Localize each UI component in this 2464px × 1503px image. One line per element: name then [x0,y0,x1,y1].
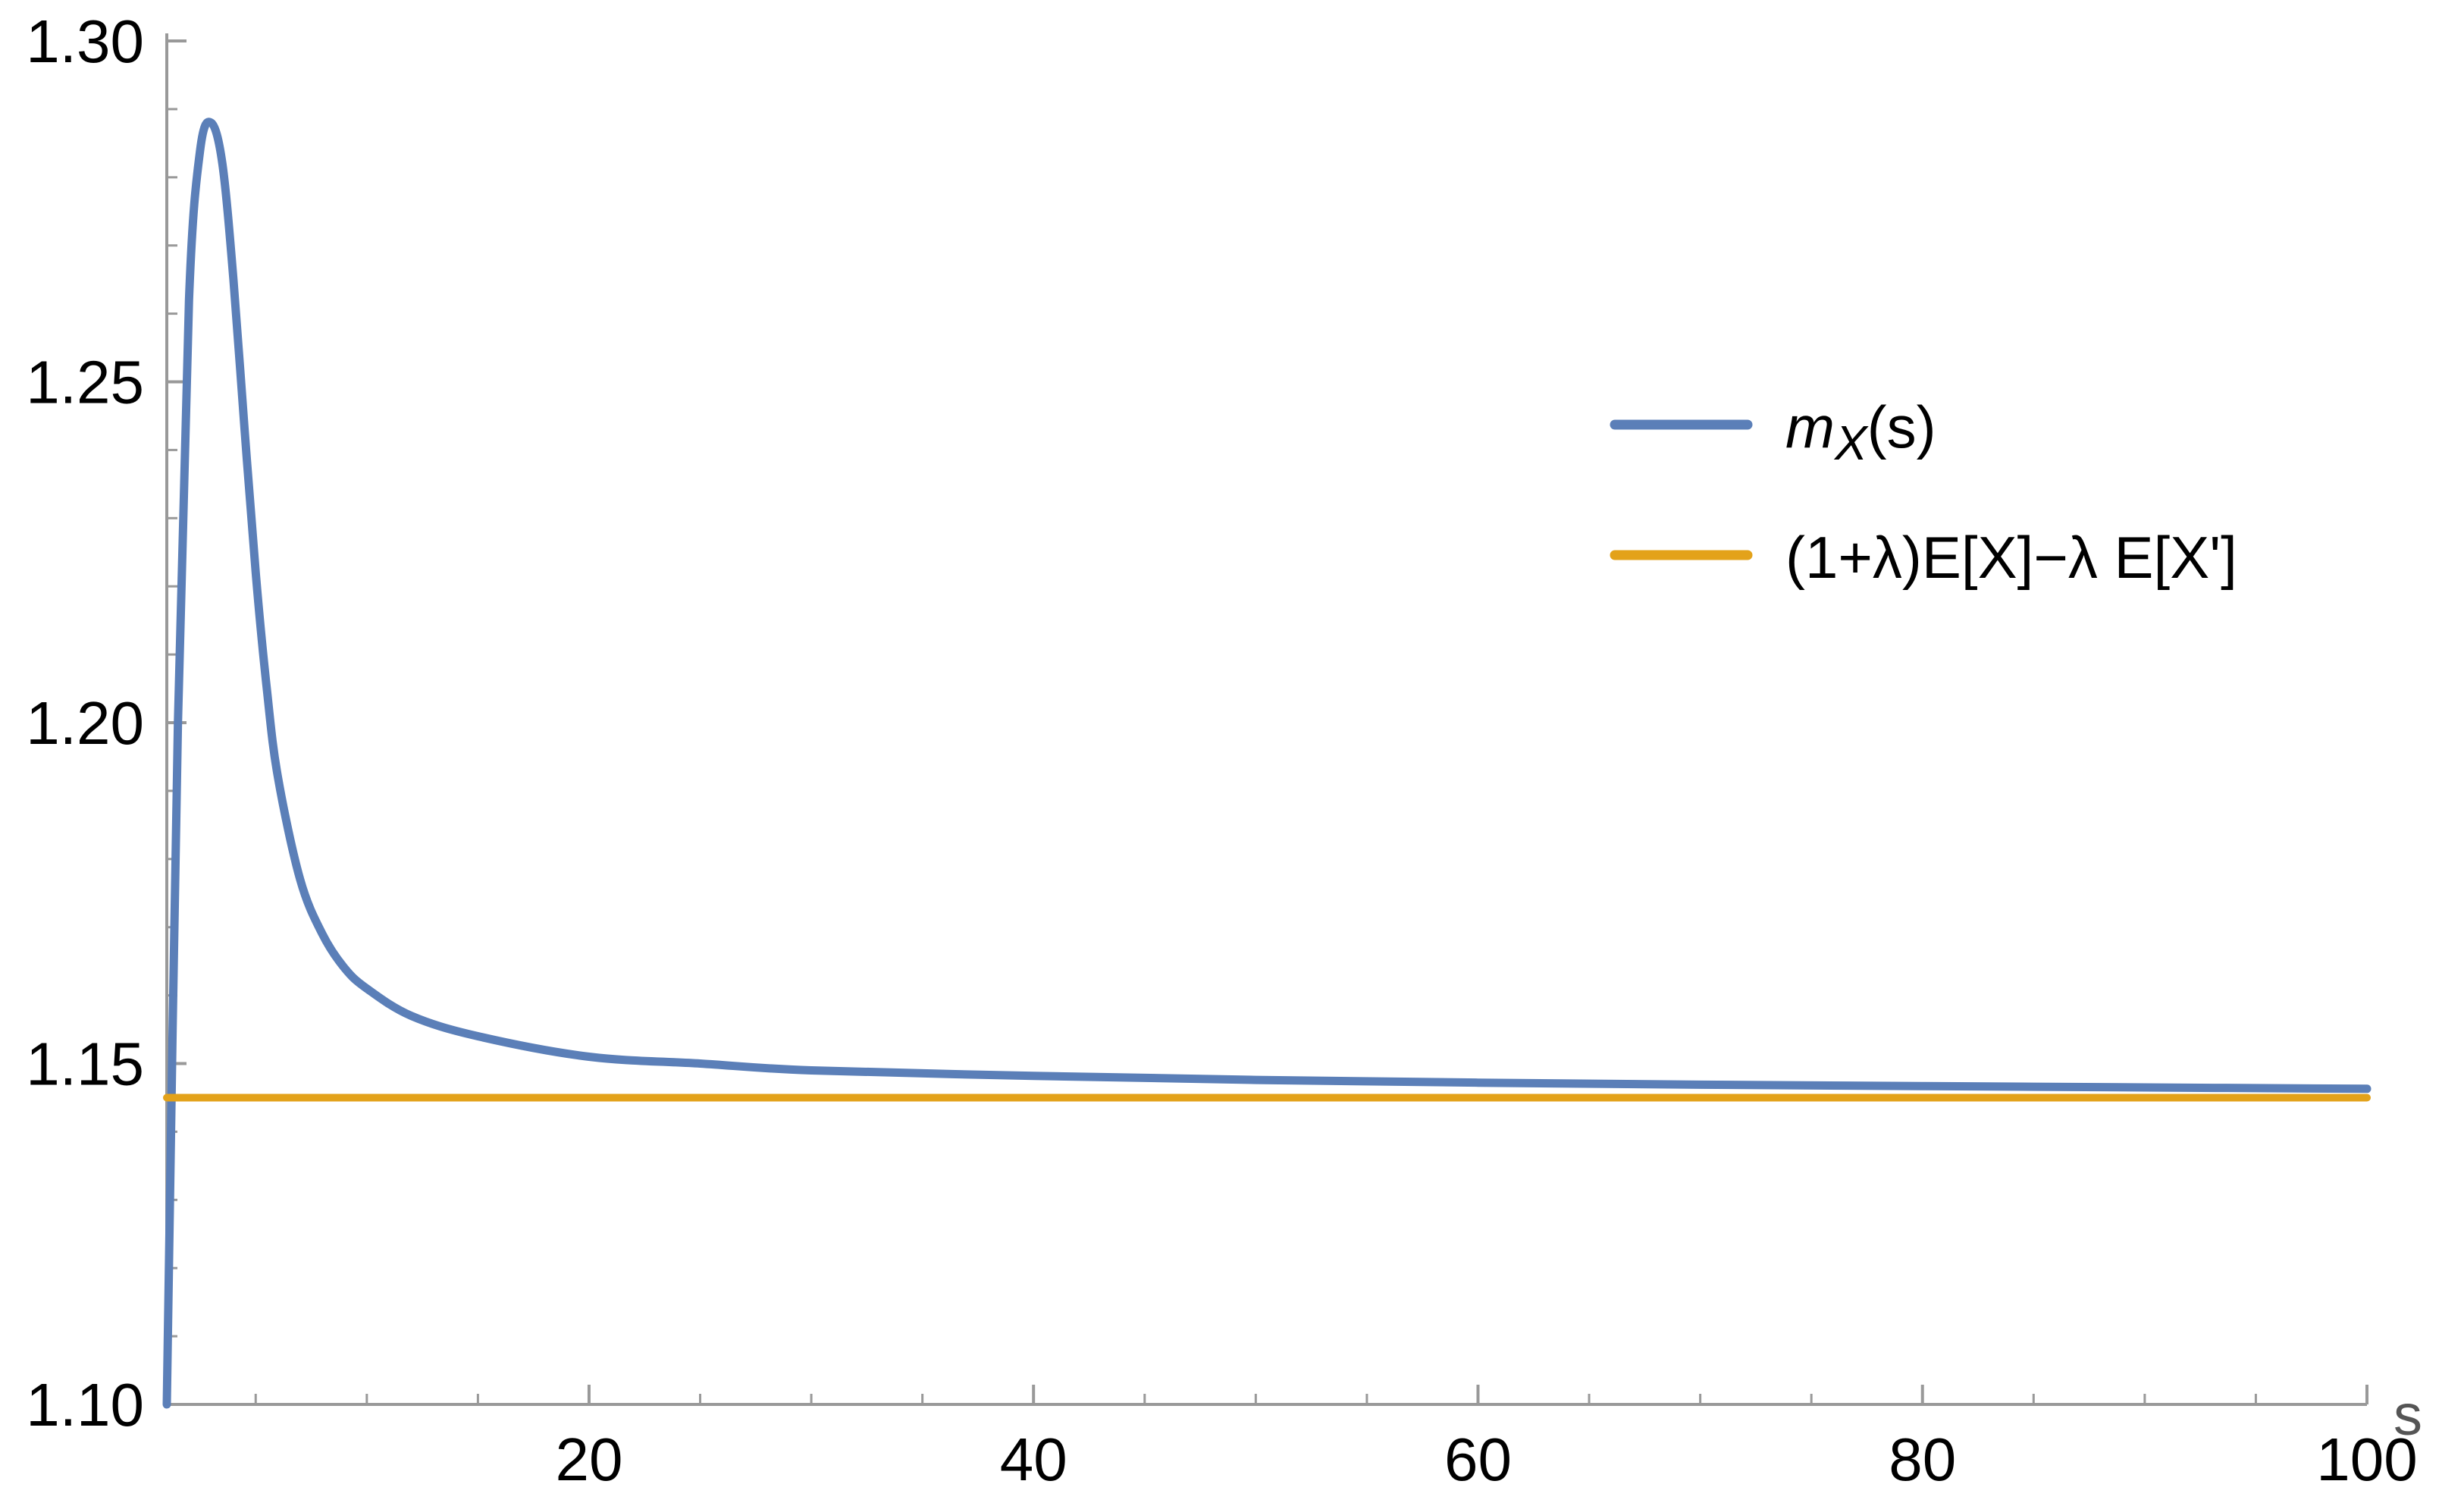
y-tick-label: 1.30 [26,8,144,75]
y-tick-label: 1.10 [26,1371,144,1439]
x-tick-label: 100 [2316,1426,2417,1493]
y-tick-label: 1.25 [26,349,144,416]
series-layer [162,118,2372,1409]
legend-series-1-subscript: X [1833,416,1869,470]
legend-label-series-2: (1+λ)E[X]−λ E[X'] [1785,524,2237,591]
x-tick-label: 20 [555,1426,622,1493]
legend-series-1-symbol: m [1785,394,1835,460]
legend: mX(s) (1+λ)E[X]−λ E[X'] [1610,394,2237,591]
x-tick-label: 80 [1889,1426,1956,1493]
y-tick-label: 1.15 [26,1031,144,1098]
legend-label-series-1: mX(s) [1785,394,1936,470]
series-line-1 [162,118,2372,1409]
x-tick-label: 60 [1444,1426,1512,1493]
legend-series-1-suffix: (s) [1867,394,1936,460]
y-axis-ticks: 1.10 1.15 1.20 1.25 1.30 [26,8,187,1439]
plot-area: 1.10 1.15 1.20 1.25 1.30 20 40 60 80 100 s [26,8,2422,1493]
y-tick-label: 1.20 [26,689,144,757]
x-axis-ticks: 20 40 60 80 100 [254,1385,2418,1493]
x-axis-label: s [2393,1383,2422,1448]
x-tick-label: 40 [1000,1426,1067,1493]
